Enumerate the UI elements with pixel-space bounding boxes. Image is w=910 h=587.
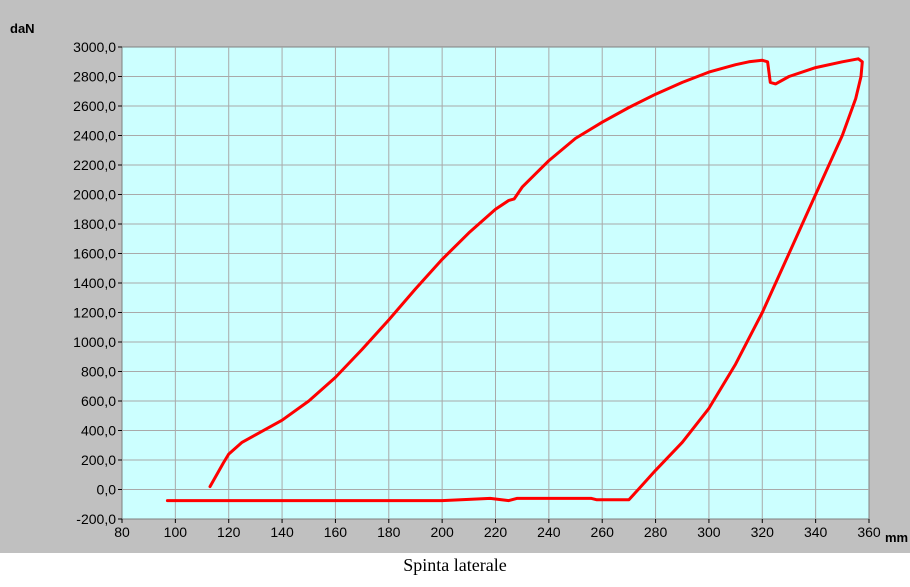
y-tick-label: 1000,0 bbox=[73, 334, 116, 350]
line-chart: 80 100 120 140 160 180 200 220 240 260 280 300 320 34… bbox=[10, 21, 908, 545]
y-tick-label: 600,0 bbox=[81, 393, 116, 409]
x-tick-label: 260 bbox=[591, 524, 615, 540]
series-line-0 bbox=[165, 57, 864, 503]
y-tick-label: 2400,0 bbox=[73, 128, 116, 144]
x-tick-label: 180 bbox=[377, 524, 401, 540]
y-tick-label: 0,0 bbox=[97, 482, 117, 498]
x-tick-label: 320 bbox=[751, 524, 775, 540]
x-tick-label: 80 bbox=[114, 524, 130, 540]
y-tick-label: 3000,0 bbox=[73, 39, 116, 55]
y-tick-label: 1200,0 bbox=[73, 305, 116, 321]
chart-caption: Spinta laterale bbox=[403, 555, 507, 575]
x-tick-label: 120 bbox=[217, 524, 241, 540]
y-tick-label: 2800,0 bbox=[73, 69, 116, 85]
x-tick-label: 100 bbox=[164, 524, 188, 540]
y-tick-label: 2600,0 bbox=[73, 98, 116, 114]
chart-panel: 80 100 120 140 160 180 200 220 240 260 280 300 320 34… bbox=[0, 0, 910, 553]
x-tick-label: 300 bbox=[697, 524, 721, 540]
x-tick-label: 200 bbox=[430, 524, 454, 540]
y-tick-label: 1400,0 bbox=[73, 275, 116, 291]
x-tick-label: 340 bbox=[804, 524, 828, 540]
y-tick-label: 200,0 bbox=[81, 452, 116, 468]
x-tick-label: 360 bbox=[857, 524, 881, 540]
y-tick-label: 400,0 bbox=[81, 423, 116, 439]
x-tick-label: 240 bbox=[537, 524, 561, 540]
y-tick-label: -200,0 bbox=[76, 511, 116, 527]
x-tick-label: 140 bbox=[270, 524, 294, 540]
y-tick-label: 800,0 bbox=[81, 364, 116, 380]
series-layer bbox=[165, 57, 864, 503]
axis-ticks: 80 100 120 140 160 180 200 220 240 260 280 300 320 34… bbox=[73, 39, 881, 540]
y-tick-label: 2000,0 bbox=[73, 187, 116, 203]
x-axis-label: mm bbox=[885, 530, 908, 545]
y-tick-label: 1800,0 bbox=[73, 216, 116, 232]
grid-lines bbox=[122, 47, 869, 519]
x-tick-label: 280 bbox=[644, 524, 668, 540]
y-tick-label: 1600,0 bbox=[73, 246, 116, 262]
y-tick-label: 2200,0 bbox=[73, 157, 116, 173]
x-tick-label: 220 bbox=[484, 524, 508, 540]
y-axis-label: daN bbox=[10, 21, 35, 36]
x-tick-label: 160 bbox=[324, 524, 348, 540]
